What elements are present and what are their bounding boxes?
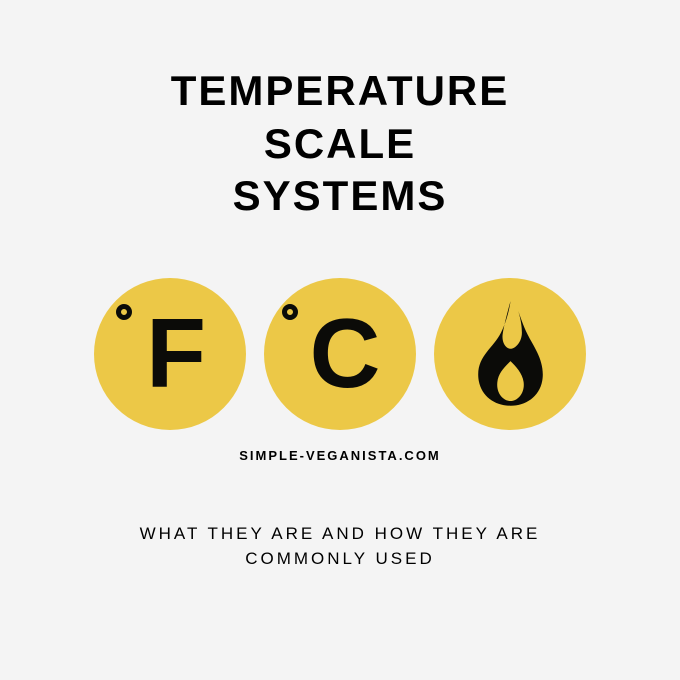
title-line-2: SCALE: [171, 118, 510, 171]
website-url: SIMPLE-VEGANISTA.COM: [239, 448, 441, 463]
degree-symbol-c: [282, 304, 298, 320]
subtitle-line-2: COMMONLY USED: [245, 549, 435, 568]
subtitle-line-1: WHAT THEY ARE AND HOW THEY ARE: [140, 524, 541, 543]
degree-symbol-f: [116, 304, 132, 320]
celsius-letter: C: [310, 297, 381, 410]
icon-row: F C: [94, 278, 586, 430]
fahrenheit-circle: F: [94, 278, 246, 430]
subtitle-text: WHAT THEY ARE AND HOW THEY ARE COMMONLY …: [140, 521, 541, 572]
title-line-3: SYSTEMS: [171, 170, 510, 223]
flame-circle: [434, 278, 586, 430]
celsius-circle: C: [264, 278, 416, 430]
main-title: TEMPERATURE SCALE SYSTEMS: [171, 65, 510, 223]
flame-icon: [463, 296, 558, 411]
title-line-1: TEMPERATURE: [171, 65, 510, 118]
fahrenheit-letter: F: [146, 297, 206, 410]
